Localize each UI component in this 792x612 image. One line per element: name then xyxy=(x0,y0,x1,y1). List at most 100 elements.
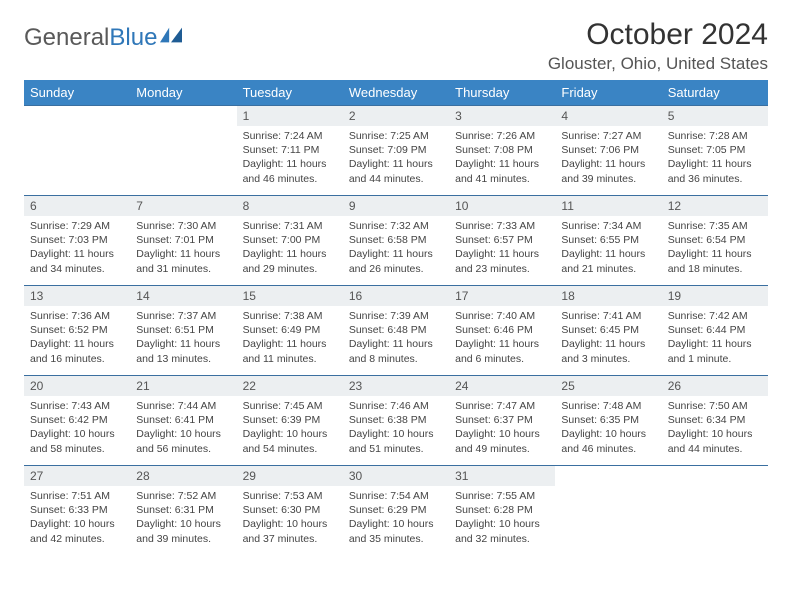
day-number: 25 xyxy=(555,376,661,396)
day-number: 4 xyxy=(555,106,661,126)
month-title: October 2024 xyxy=(548,18,768,52)
calendar-day-cell: 7Sunrise: 7:30 AMSunset: 7:01 PMDaylight… xyxy=(130,196,236,286)
calendar-day-cell: 9Sunrise: 7:32 AMSunset: 6:58 PMDaylight… xyxy=(343,196,449,286)
day-number: 9 xyxy=(343,196,449,216)
day-number: 22 xyxy=(237,376,343,396)
weekday-header: Monday xyxy=(130,80,236,106)
day-number: 14 xyxy=(130,286,236,306)
day-details: Sunrise: 7:41 AMSunset: 6:45 PMDaylight:… xyxy=(555,306,661,370)
header: GeneralBlue October 2024 Glouster, Ohio,… xyxy=(24,18,768,74)
day-details: Sunrise: 7:43 AMSunset: 6:42 PMDaylight:… xyxy=(24,396,130,460)
calendar-week-row: 27Sunrise: 7:51 AMSunset: 6:33 PMDayligh… xyxy=(24,466,768,556)
brand-part1: General xyxy=(24,24,109,52)
day-details: Sunrise: 7:48 AMSunset: 6:35 PMDaylight:… xyxy=(555,396,661,460)
day-details: Sunrise: 7:30 AMSunset: 7:01 PMDaylight:… xyxy=(130,216,236,280)
calendar-day-cell: 25Sunrise: 7:48 AMSunset: 6:35 PMDayligh… xyxy=(555,376,661,466)
calendar-day-cell: .. xyxy=(555,466,661,556)
day-number: 12 xyxy=(662,196,768,216)
day-details: Sunrise: 7:51 AMSunset: 6:33 PMDaylight:… xyxy=(24,486,130,550)
weekday-header: Wednesday xyxy=(343,80,449,106)
day-details: Sunrise: 7:34 AMSunset: 6:55 PMDaylight:… xyxy=(555,216,661,280)
day-details: Sunrise: 7:35 AMSunset: 6:54 PMDaylight:… xyxy=(662,216,768,280)
calendar-week-row: 13Sunrise: 7:36 AMSunset: 6:52 PMDayligh… xyxy=(24,286,768,376)
day-details: Sunrise: 7:40 AMSunset: 6:46 PMDaylight:… xyxy=(449,306,555,370)
day-number: 1 xyxy=(237,106,343,126)
calendar-day-cell: 3Sunrise: 7:26 AMSunset: 7:08 PMDaylight… xyxy=(449,106,555,196)
day-number: 3 xyxy=(449,106,555,126)
calendar-day-cell: 27Sunrise: 7:51 AMSunset: 6:33 PMDayligh… xyxy=(24,466,130,556)
calendar-day-cell: 22Sunrise: 7:45 AMSunset: 6:39 PMDayligh… xyxy=(237,376,343,466)
day-number: 18 xyxy=(555,286,661,306)
location: Glouster, Ohio, United States xyxy=(548,54,768,74)
calendar-day-cell: 31Sunrise: 7:55 AMSunset: 6:28 PMDayligh… xyxy=(449,466,555,556)
day-details: Sunrise: 7:53 AMSunset: 6:30 PMDaylight:… xyxy=(237,486,343,550)
day-details: Sunrise: 7:36 AMSunset: 6:52 PMDaylight:… xyxy=(24,306,130,370)
calendar-table: SundayMondayTuesdayWednesdayThursdayFrid… xyxy=(24,80,768,556)
brand-part2: Blue xyxy=(109,24,157,52)
calendar-day-cell: 13Sunrise: 7:36 AMSunset: 6:52 PMDayligh… xyxy=(24,286,130,376)
day-number: 7 xyxy=(130,196,236,216)
calendar-day-cell: 5Sunrise: 7:28 AMSunset: 7:05 PMDaylight… xyxy=(662,106,768,196)
day-details: Sunrise: 7:37 AMSunset: 6:51 PMDaylight:… xyxy=(130,306,236,370)
calendar-week-row: ....1Sunrise: 7:24 AMSunset: 7:11 PMDayl… xyxy=(24,106,768,196)
weekday-header: Sunday xyxy=(24,80,130,106)
calendar-day-cell: 6Sunrise: 7:29 AMSunset: 7:03 PMDaylight… xyxy=(24,196,130,286)
day-number: 15 xyxy=(237,286,343,306)
calendar-day-cell: .. xyxy=(662,466,768,556)
day-details: Sunrise: 7:45 AMSunset: 6:39 PMDaylight:… xyxy=(237,396,343,460)
day-number: 5 xyxy=(662,106,768,126)
day-details: Sunrise: 7:25 AMSunset: 7:09 PMDaylight:… xyxy=(343,126,449,190)
calendar-week-row: 20Sunrise: 7:43 AMSunset: 6:42 PMDayligh… xyxy=(24,376,768,466)
calendar-day-cell: 2Sunrise: 7:25 AMSunset: 7:09 PMDaylight… xyxy=(343,106,449,196)
day-details: Sunrise: 7:38 AMSunset: 6:49 PMDaylight:… xyxy=(237,306,343,370)
day-number: 8 xyxy=(237,196,343,216)
weekday-header: Thursday xyxy=(449,80,555,106)
day-number: 27 xyxy=(24,466,130,486)
calendar-day-cell: .. xyxy=(24,106,130,196)
calendar-day-cell: 20Sunrise: 7:43 AMSunset: 6:42 PMDayligh… xyxy=(24,376,130,466)
day-number: 23 xyxy=(343,376,449,396)
day-number: 11 xyxy=(555,196,661,216)
calendar-day-cell: 18Sunrise: 7:41 AMSunset: 6:45 PMDayligh… xyxy=(555,286,661,376)
calendar-day-cell: 10Sunrise: 7:33 AMSunset: 6:57 PMDayligh… xyxy=(449,196,555,286)
day-number: 19 xyxy=(662,286,768,306)
calendar-weekday-header: SundayMondayTuesdayWednesdayThursdayFrid… xyxy=(24,80,768,106)
day-details: Sunrise: 7:24 AMSunset: 7:11 PMDaylight:… xyxy=(237,126,343,190)
brand-logo: GeneralBlue xyxy=(24,18,182,52)
calendar-day-cell: 23Sunrise: 7:46 AMSunset: 6:38 PMDayligh… xyxy=(343,376,449,466)
calendar-day-cell: 30Sunrise: 7:54 AMSunset: 6:29 PMDayligh… xyxy=(343,466,449,556)
day-number: 17 xyxy=(449,286,555,306)
day-number: 16 xyxy=(343,286,449,306)
day-number: 6 xyxy=(24,196,130,216)
day-details: Sunrise: 7:46 AMSunset: 6:38 PMDaylight:… xyxy=(343,396,449,460)
calendar-day-cell: 17Sunrise: 7:40 AMSunset: 6:46 PMDayligh… xyxy=(449,286,555,376)
calendar-day-cell: 4Sunrise: 7:27 AMSunset: 7:06 PMDaylight… xyxy=(555,106,661,196)
day-number: 29 xyxy=(237,466,343,486)
day-details: Sunrise: 7:52 AMSunset: 6:31 PMDaylight:… xyxy=(130,486,236,550)
title-block: October 2024 Glouster, Ohio, United Stat… xyxy=(548,18,768,74)
calendar-day-cell: .. xyxy=(130,106,236,196)
day-number: 26 xyxy=(662,376,768,396)
weekday-header: Friday xyxy=(555,80,661,106)
calendar-day-cell: 24Sunrise: 7:47 AMSunset: 6:37 PMDayligh… xyxy=(449,376,555,466)
calendar-week-row: 6Sunrise: 7:29 AMSunset: 7:03 PMDaylight… xyxy=(24,196,768,286)
calendar-body: ....1Sunrise: 7:24 AMSunset: 7:11 PMDayl… xyxy=(24,106,768,556)
day-number: 2 xyxy=(343,106,449,126)
calendar-day-cell: 12Sunrise: 7:35 AMSunset: 6:54 PMDayligh… xyxy=(662,196,768,286)
weekday-header: Tuesday xyxy=(237,80,343,106)
sail-icon xyxy=(160,27,182,43)
day-details: Sunrise: 7:26 AMSunset: 7:08 PMDaylight:… xyxy=(449,126,555,190)
calendar-day-cell: 14Sunrise: 7:37 AMSunset: 6:51 PMDayligh… xyxy=(130,286,236,376)
day-details: Sunrise: 7:28 AMSunset: 7:05 PMDaylight:… xyxy=(662,126,768,190)
weekday-header: Saturday xyxy=(662,80,768,106)
day-details: Sunrise: 7:50 AMSunset: 6:34 PMDaylight:… xyxy=(662,396,768,460)
day-number: 13 xyxy=(24,286,130,306)
day-details: Sunrise: 7:33 AMSunset: 6:57 PMDaylight:… xyxy=(449,216,555,280)
day-details: Sunrise: 7:42 AMSunset: 6:44 PMDaylight:… xyxy=(662,306,768,370)
calendar-day-cell: 1Sunrise: 7:24 AMSunset: 7:11 PMDaylight… xyxy=(237,106,343,196)
calendar-day-cell: 16Sunrise: 7:39 AMSunset: 6:48 PMDayligh… xyxy=(343,286,449,376)
day-details: Sunrise: 7:44 AMSunset: 6:41 PMDaylight:… xyxy=(130,396,236,460)
day-number: 21 xyxy=(130,376,236,396)
calendar-day-cell: 29Sunrise: 7:53 AMSunset: 6:30 PMDayligh… xyxy=(237,466,343,556)
calendar-day-cell: 19Sunrise: 7:42 AMSunset: 6:44 PMDayligh… xyxy=(662,286,768,376)
